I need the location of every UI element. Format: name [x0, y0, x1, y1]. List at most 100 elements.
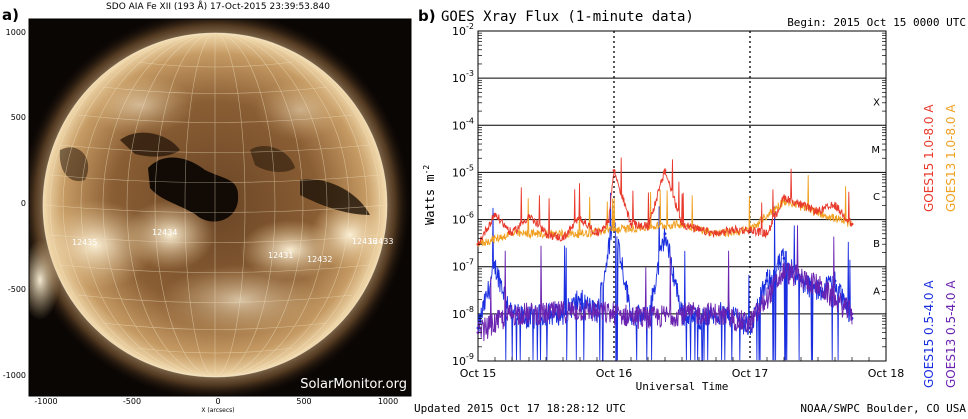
flare-class-label: X	[873, 98, 880, 109]
sun-y-tick: -1000	[3, 371, 26, 380]
sun-x-tick: -500	[123, 397, 141, 406]
data-point	[578, 298, 582, 302]
legend-goes15-long: GOES15 1.0-8.0 A	[922, 104, 936, 212]
region-label: 12432	[307, 255, 332, 264]
sun-x-tick: -1000	[34, 397, 57, 406]
data-point	[714, 232, 718, 236]
y-tick-label: 10-8	[452, 305, 474, 321]
data-point	[816, 284, 820, 287]
sun-y-tick: 1000	[6, 28, 26, 37]
sun-y-ticks: 1000 500 0 -500 -1000	[3, 28, 26, 380]
data-point	[680, 312, 684, 316]
y-tick-label: 10-2	[452, 22, 474, 38]
data-point	[544, 232, 548, 236]
data-point	[799, 203, 803, 207]
x-tick-label: Oct 17	[732, 367, 769, 380]
data-point	[510, 312, 514, 316]
data-point	[782, 257, 786, 260]
data-point	[510, 232, 514, 236]
data-point	[782, 269, 786, 273]
goes-x-axis-label: Universal Time	[636, 380, 729, 393]
legend-goes13-long: GOES13 1.0-8.0 A	[944, 104, 958, 212]
data-point	[731, 228, 735, 232]
sun-y-tick: 500	[11, 113, 26, 122]
sun-x-axis-label: X (arcsecs)	[201, 407, 234, 414]
data-point	[833, 203, 837, 207]
sun-x-ticks: -1000 -500 0 500 1000	[34, 397, 398, 406]
data-point	[595, 232, 599, 236]
data-point	[544, 312, 548, 316]
panel-b-label: b)	[418, 7, 436, 25]
data-point	[850, 312, 854, 316]
panel-a-title: SDO AIA Fe XII (193 Å) 17-Oct-2015 23:39…	[106, 0, 330, 12]
data-point	[663, 232, 667, 236]
flare-class-label: C	[873, 192, 880, 203]
legend-goes13-short: GOES13 0.5-4.0 A	[944, 280, 958, 388]
data-point	[578, 308, 582, 312]
data-point	[646, 317, 650, 320]
goes-flare-classes: A B C M X	[871, 98, 880, 298]
helio-grid	[43, 33, 387, 377]
region-label: 12434	[152, 228, 177, 237]
flare-class-label: M	[871, 145, 880, 156]
data-point	[612, 228, 616, 232]
data-point	[748, 322, 752, 326]
data-point	[697, 228, 701, 232]
sun-x-tick: 1000	[378, 397, 398, 406]
goes-y-axis-label: Watts m-2	[422, 165, 437, 225]
y-tick-label: 10-7	[452, 258, 474, 274]
region-labels: 12435 12434 12431 12432 12436 12433	[72, 228, 393, 264]
series-line	[477, 225, 853, 342]
legend-goes15-short: GOES15 0.5-4.0 A	[922, 280, 936, 388]
y-tick-label: 10-9	[452, 352, 474, 368]
goes-chart-title: GOES Xray Flux (1-minute data)	[441, 9, 694, 25]
x-tick-label: Oct 15	[460, 367, 497, 380]
solarmonitor-watermark: SolarMonitor.org	[300, 377, 407, 392]
data-point	[578, 216, 582, 220]
sun-frame	[28, 18, 412, 397]
data-point	[612, 169, 616, 172]
y-tick-label: 10-4	[452, 116, 474, 132]
data-point	[680, 222, 684, 226]
panel-a-label: a)	[2, 6, 19, 24]
data-point	[765, 279, 769, 283]
panel-b: b) GOES Xray Flux (1-minute data) Begin:…	[414, 7, 966, 415]
goes-series	[476, 157, 854, 361]
data-point	[606, 220, 610, 224]
data-point	[816, 209, 820, 213]
data-point	[612, 312, 616, 316]
data-point	[748, 228, 752, 232]
goes-credit-label: NOAA/SWPC Boulder, CO USA	[800, 402, 966, 415]
data-point	[714, 312, 718, 316]
sun-y-tick: 0	[21, 199, 26, 208]
data-point	[850, 222, 854, 226]
region-label: 12435	[72, 238, 97, 247]
flare-class-label: B	[873, 239, 880, 250]
sun-image	[29, 19, 411, 396]
data-point	[578, 232, 582, 236]
data-point	[646, 225, 650, 229]
data-point	[493, 212, 497, 216]
region-label: 12433	[368, 237, 393, 246]
goes-day-separators	[613, 31, 751, 361]
sun-x-tick: 500	[296, 397, 311, 406]
goes-begin-label: Begin: 2015 Oct 15 0000 UTC	[787, 16, 966, 29]
data-point	[765, 232, 769, 236]
region-label: 12431	[268, 251, 293, 260]
sun-x-tick: 0	[215, 397, 220, 406]
x-tick-label: Oct 16	[596, 367, 633, 380]
panel-a: a) SDO AIA Fe XII (193 Å) 17-Oct-2015 23…	[2, 0, 412, 414]
y-tick-label: 10-6	[452, 211, 474, 227]
series-line	[477, 157, 853, 246]
data-point	[561, 236, 565, 240]
y-tick-label: 10-5	[452, 163, 474, 179]
goes-x-ticks: Oct 15 Oct 16 Oct 17 Oct 18	[460, 357, 904, 380]
data-point	[629, 222, 633, 226]
y-tick-label: 10-3	[452, 69, 474, 85]
goes-legend: GOES15 1.0-8.0 A GOES13 1.0-8.0 A GOES15…	[922, 104, 958, 388]
flare-class-label: A	[873, 286, 880, 297]
data-point	[493, 265, 497, 269]
sun-y-tick: -500	[8, 285, 26, 294]
